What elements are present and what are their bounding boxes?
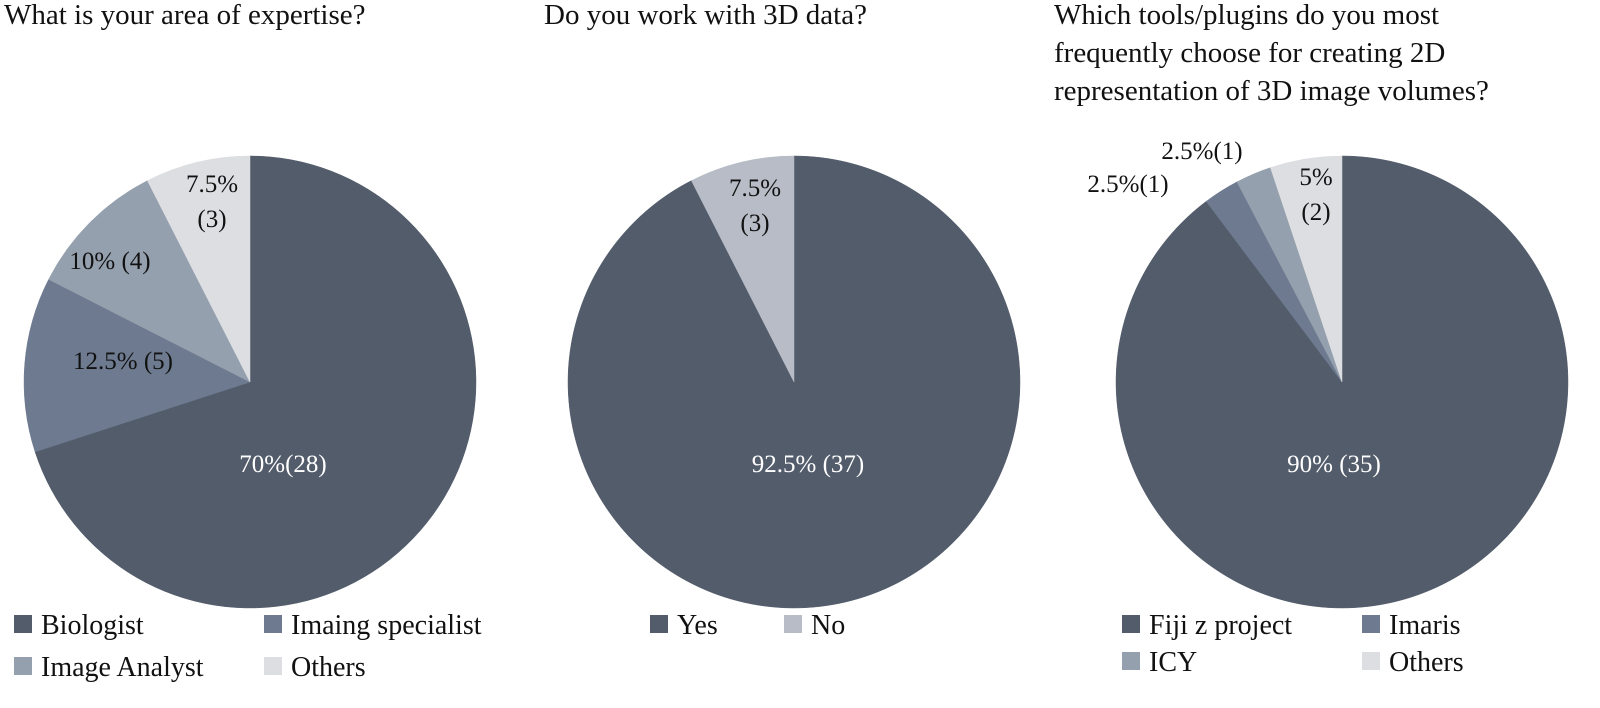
legend-label: Biologist — [41, 610, 144, 641]
legend-swatch — [1362, 615, 1380, 633]
legend-swatch — [264, 615, 282, 633]
data-label: 12.5% (5) — [73, 348, 173, 375]
data-label: 90% (35) — [1287, 451, 1381, 478]
pie-chart-2: Do you work with 3D data? 92.5% (37) 7.5% (… — [544, 0, 1021, 641]
data-label: 7.5% — [186, 171, 238, 198]
pie-slice-biologist — [34, 155, 477, 609]
pie-chart-3: Which tools/plugins do you most frequentl… — [1054, 0, 1569, 678]
data-label: 92.5% (37) — [752, 451, 864, 478]
data-label: 10% (4) — [69, 248, 150, 275]
legend-swatch — [1122, 615, 1140, 633]
legend-label: No — [811, 610, 845, 641]
legend-swatch — [1362, 652, 1380, 670]
pie-slice-no — [691, 155, 795, 383]
legend-label: Imaing specialist — [291, 610, 482, 641]
chart-title: Which tools/plugins do you most — [1054, 0, 1439, 31]
legend-swatch — [14, 657, 32, 675]
legend: Biologist Imaing specialist Image Analyst O… — [14, 610, 482, 683]
chart-title: What is your area of expertise? — [4, 0, 366, 31]
pie-slice-imaing-specialist — [23, 279, 251, 453]
legend-swatch — [1122, 652, 1140, 670]
chart-title: representation of 3D image volumes? — [1054, 75, 1489, 107]
legend-label: Others — [1389, 647, 1464, 678]
legend-swatch — [650, 615, 668, 633]
legend-label: Fiji z project — [1149, 610, 1292, 641]
data-label: 2.5%(1) — [1087, 171, 1168, 198]
data-label: 70%(28) — [239, 451, 326, 478]
pie-chart-1: What is your area of expertise? 70%(28) 12… — [4, 0, 482, 683]
data-label: (3) — [197, 206, 226, 233]
chart-title: frequently choose for creating 2D — [1054, 37, 1445, 69]
pie-slice-others — [1270, 155, 1343, 383]
legend-label: Imaris — [1389, 610, 1461, 641]
data-label: 5% — [1299, 164, 1332, 191]
pie-slice-others — [147, 155, 251, 383]
legend: Yes No — [650, 610, 845, 641]
legend-label: Yes — [677, 610, 718, 641]
chart-title: Do you work with 3D data? — [544, 0, 867, 31]
legend-label: ICY — [1149, 647, 1197, 678]
data-label: 2.5%(1) — [1161, 138, 1242, 165]
data-label: (3) — [740, 210, 769, 237]
legend-swatch — [14, 615, 32, 633]
data-label: (2) — [1301, 199, 1330, 226]
legend-label: Image Analyst — [41, 652, 204, 683]
legend-label: Others — [291, 652, 366, 683]
legend: Fiji z project Imaris ICY Others — [1122, 610, 1464, 678]
legend-swatch — [264, 657, 282, 675]
legend-swatch — [784, 615, 802, 633]
data-label: 7.5% — [729, 175, 781, 202]
pie-slice-image-analyst — [48, 180, 251, 383]
